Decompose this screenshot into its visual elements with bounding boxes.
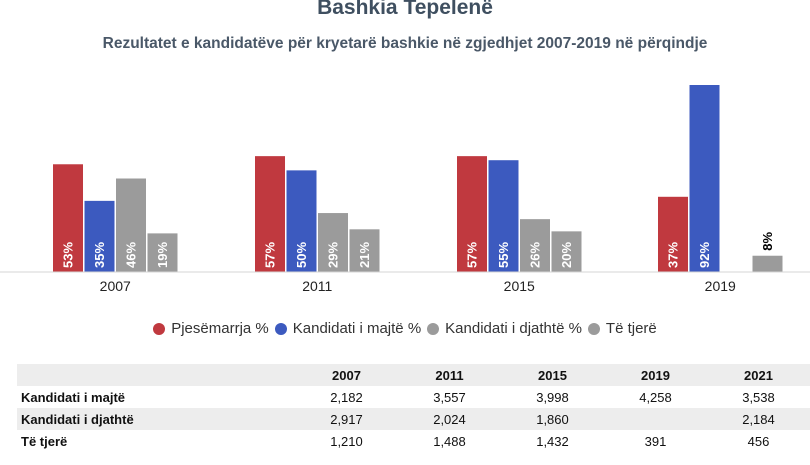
data-label-turnout-2019: 37%: [666, 242, 681, 268]
table-cell: 3,998: [536, 389, 569, 405]
legend-dot-others: [587, 322, 600, 335]
bar-turnout-2011: [255, 156, 285, 272]
data-label-right-candidate-2007: 46%: [124, 242, 139, 268]
legend-item-right-candidate: Kandidati i djathtë %: [427, 320, 582, 337]
votes-table: 2007 2011 2015 2019 2021 Kandidati i maj…: [17, 364, 810, 452]
bar-turnout-2007: [53, 164, 83, 272]
table-header-cell: 2019: [641, 367, 670, 383]
data-label-others-2015: 20%: [559, 242, 574, 268]
table-cell: 1,432: [536, 433, 569, 449]
bar-left-candidate-2019: [689, 85, 720, 272]
table-row: Të tjerë 1,210 1,488 1,432 391 456: [17, 430, 810, 452]
data-label-others-2019: 8%: [760, 232, 775, 251]
legend-label-right-candidate: Kandidati i djathtë %: [445, 320, 582, 337]
bar-left-candidate-2015: [488, 160, 519, 272]
legend-dot-turnout: [153, 322, 166, 335]
table-cell: 2,024: [433, 411, 466, 427]
table-header-cell: 2021: [744, 367, 773, 383]
data-label-turnout-2007: 53%: [61, 242, 76, 268]
legend-dot-right-candidate: [427, 322, 440, 335]
table-row-label: Kandidati i djathtë: [21, 411, 134, 427]
table-cell: 1,210: [330, 433, 363, 449]
table-cell: 3,538: [742, 389, 775, 405]
bar-right-candidate-2011: [318, 213, 348, 272]
legend-item-others: Të tjerë: [587, 320, 657, 337]
table-cell: 456: [747, 433, 770, 449]
legend-item-turnout: Pjesëmarrja %: [153, 320, 269, 337]
data-label-left-candidate-2015: 55%: [496, 242, 511, 268]
table-header-cell: 2011: [435, 367, 464, 383]
bar-others-2011: [349, 229, 380, 272]
x-tick-label: 2015: [504, 278, 535, 294]
table-cell: 1,860: [536, 411, 569, 427]
table-cell: 2,182: [330, 389, 363, 405]
table-cell: 2,184: [742, 411, 775, 427]
table-row: Kandidati i djathtë 2,917 2,024 1,860 2,…: [17, 408, 810, 430]
bar-others-2007: [147, 233, 178, 272]
chart-title: Bashkia Tepelenë: [317, 0, 493, 19]
table-row-label: Kandidati i majtë: [21, 389, 126, 405]
table-cell: 4,258: [639, 389, 672, 405]
table-header-cell: 2015: [538, 367, 567, 383]
data-label-turnout-2015: 57%: [465, 242, 480, 268]
table-header-row: 2007 2011 2015 2019 2021: [17, 364, 810, 386]
legend-label-turnout: Pjesëmarrja %: [171, 320, 269, 337]
data-label-others-2007: 19%: [155, 242, 170, 268]
bar-right-candidate-2007: [116, 178, 146, 272]
table-cell: 391: [644, 433, 667, 449]
legend-item-left-candidate: Kandidati i majtë %: [274, 320, 422, 337]
chart-legend: Pjesëmarrja % Kandidati i majtë % Kandid…: [0, 320, 810, 337]
bar-left-candidate-2011: [286, 170, 317, 272]
table-cell: [604, 408, 707, 430]
bar-chart: 53% 35% 46% 19% 2007 57% 50% 29% 21% 2011 57% 55% 26…: [0, 85, 810, 294]
legend-dot-left-candidate: [274, 322, 287, 335]
table-header-cell: 2007: [332, 367, 361, 383]
data-label-right-candidate-2011: 29%: [326, 242, 341, 268]
legend-label-others: Të tjerë: [605, 320, 657, 337]
table-row: Kandidati i majtë 2,182 3,557 3,998 4,25…: [17, 386, 810, 408]
legend-label-left-candidate: Kandidati i majtë %: [292, 320, 422, 337]
data-label-left-candidate-2007: 35%: [92, 242, 107, 268]
x-tick-label: 2007: [100, 278, 131, 294]
bar-right-candidate-2015: [520, 219, 550, 272]
table-cell: 3,557: [433, 389, 466, 405]
bar-turnout-2019: [658, 196, 688, 272]
data-label-left-candidate-2019: 92%: [697, 242, 712, 268]
x-tick-label: 2019: [705, 278, 736, 294]
table-cell: 1,488: [433, 433, 466, 449]
data-label-turnout-2011: 57%: [263, 242, 278, 268]
table-row-label: Të tjerë: [21, 433, 68, 449]
data-label-right-candidate-2015: 26%: [528, 242, 543, 268]
chart-subtitle: Rezultatet e kandidatëve për kryetarë ba…: [102, 35, 708, 52]
bar-turnout-2015: [457, 156, 487, 272]
bar-others-2015: [551, 231, 582, 272]
data-label-others-2011: 21%: [357, 242, 372, 268]
x-tick-label: 2011: [302, 278, 332, 294]
table-header-blank: [17, 364, 295, 386]
table-cell: 2,917: [330, 411, 363, 427]
data-label-left-candidate-2011: 50%: [294, 242, 309, 268]
bar-others-2019: [752, 255, 783, 272]
bar-left-candidate-2007: [84, 200, 115, 272]
